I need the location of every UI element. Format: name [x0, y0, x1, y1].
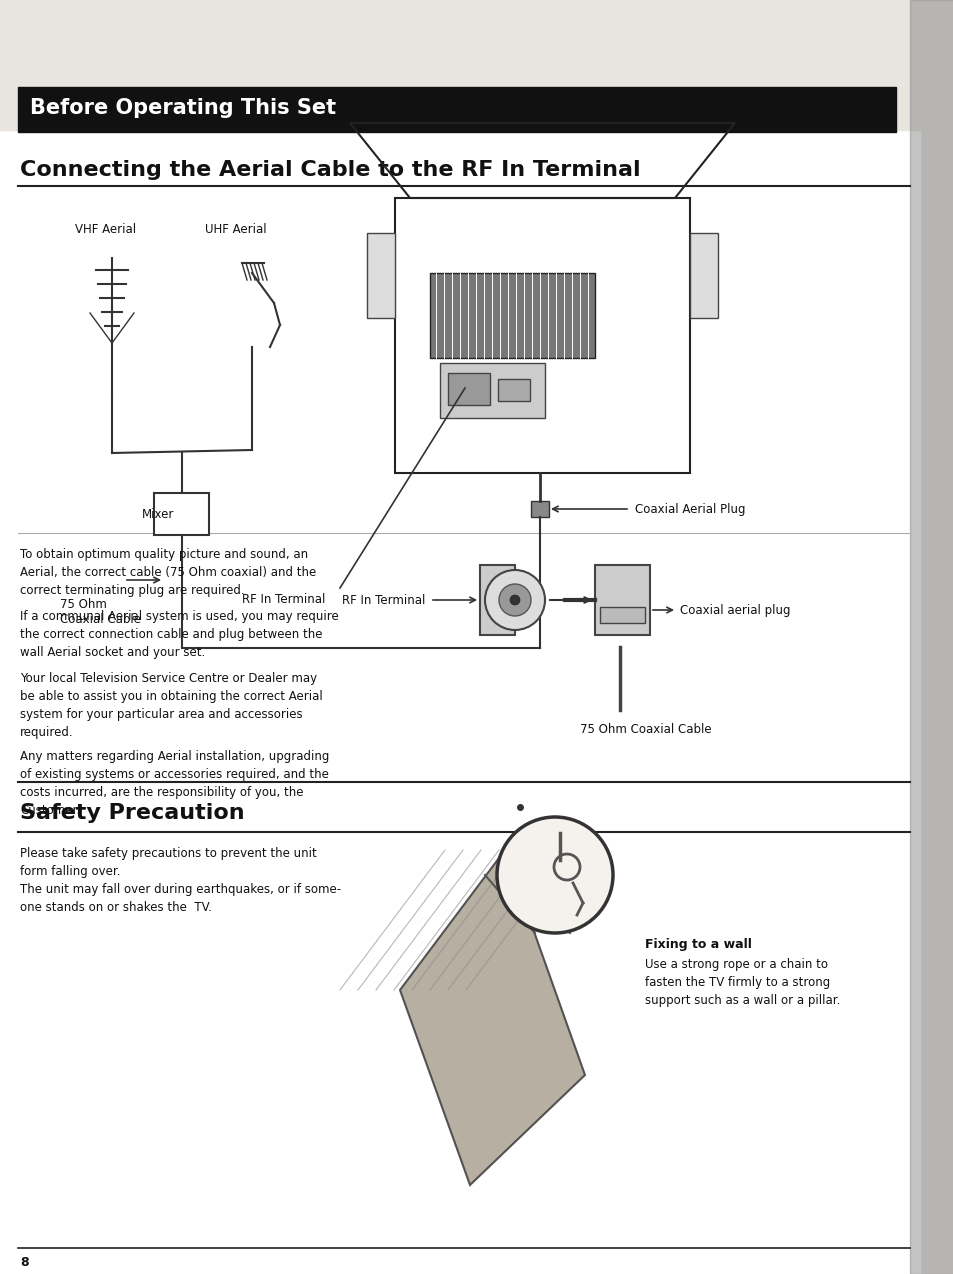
Text: Mixer: Mixer [142, 507, 174, 521]
Text: Safety Precaution: Safety Precaution [20, 803, 244, 823]
Text: Before Operating This Set: Before Operating This Set [30, 98, 335, 118]
Bar [909, 0, 953, 1274]
Bar [479, 564, 515, 634]
Circle shape [497, 817, 613, 933]
Bar [599, 606, 644, 623]
Circle shape [498, 583, 531, 617]
Text: 8: 8 [20, 1255, 29, 1269]
Text: RF In Terminal: RF In Terminal [341, 594, 424, 606]
Bar [531, 501, 548, 517]
Text: Please take safety precautions to prevent the unit
form falling over.
The unit m: Please take safety precautions to preven… [20, 847, 341, 913]
Bar [153, 493, 209, 535]
Text: 75 Ohm
Coaxial Cable: 75 Ohm Coaxial Cable [60, 598, 141, 626]
Text: Connecting the Aerial Cable to the RF In Terminal: Connecting the Aerial Cable to the RF In… [20, 161, 640, 180]
Text: Use a strong rope or a chain to
fasten the TV firmly to a strong
support such as: Use a strong rope or a chain to fasten t… [644, 958, 840, 1006]
Text: Your local Television Service Centre or Dealer may
be able to assist you in obta: Your local Television Service Centre or … [20, 671, 322, 739]
Circle shape [510, 595, 519, 605]
Text: Coaxial Aerial Plug: Coaxial Aerial Plug [635, 502, 744, 516]
Text: RF In Terminal: RF In Terminal [242, 592, 325, 606]
Text: Fixing to a wall: Fixing to a wall [644, 938, 751, 950]
Text: VHF Aerial: VHF Aerial [75, 223, 136, 236]
Bar [448, 373, 490, 405]
Bar [430, 273, 595, 358]
Bar [689, 233, 718, 318]
Bar [439, 363, 544, 418]
Text: Any matters regarding Aerial installation, upgrading
of existing systems or acce: Any matters regarding Aerial installatio… [20, 750, 329, 817]
Bar [0, 0, 919, 130]
Text: To obtain optimum quality picture and sound, an
Aerial, the correct cable (75 Oh: To obtain optimum quality picture and so… [20, 548, 315, 598]
Bar [395, 197, 689, 473]
Text: Coaxial aerial plug: Coaxial aerial plug [679, 604, 790, 617]
Text: If a communal Aerial system is used, you may require
the correct connection cabl: If a communal Aerial system is used, you… [20, 610, 338, 659]
Polygon shape [399, 850, 584, 1185]
Bar [367, 233, 395, 318]
Circle shape [484, 569, 544, 631]
Bar [497, 378, 530, 401]
Text: 75 Ohm Coaxial Cable: 75 Ohm Coaxial Cable [579, 724, 711, 736]
Text: UHF Aerial: UHF Aerial [205, 223, 266, 236]
Bar [18, 87, 895, 132]
Bar [595, 564, 649, 634]
